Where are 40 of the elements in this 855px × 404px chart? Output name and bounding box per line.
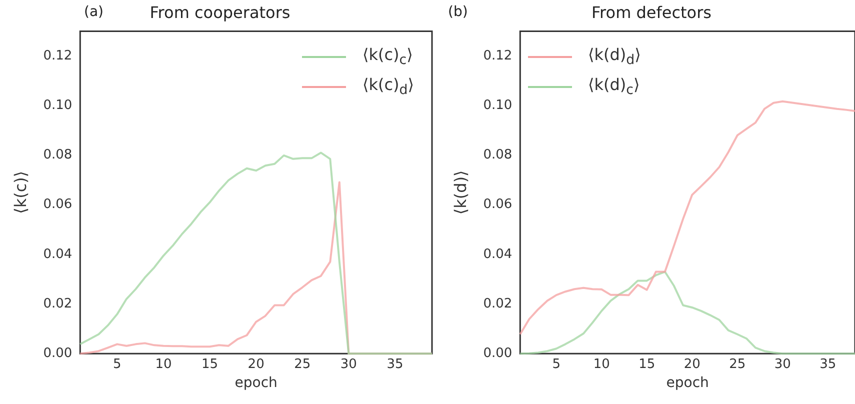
x-tick-label: 25 — [729, 356, 746, 372]
x-tick-label: 15 — [202, 356, 218, 372]
x-tick-label: 20 — [684, 356, 700, 372]
text: (a) — [84, 4, 104, 20]
y-tick-label: 0.04 — [483, 246, 512, 262]
x-tick-label: 20 — [248, 356, 264, 372]
x-tick-label: 15 — [638, 356, 656, 372]
legend-label: ⟨k(c)$_{c}$⟩ — [362, 45, 413, 69]
y-tick-label: 0.12 — [483, 48, 512, 64]
text: (b) — [448, 4, 468, 20]
y-tick-label: 0.00 — [43, 346, 72, 361]
y-axis-title: ⟨k(d)⟩ — [450, 170, 470, 215]
x-tick-label: 10 — [155, 356, 172, 372]
y-tick-label: 0.00 — [483, 346, 512, 361]
legend-label: ⟨k(d)$_{d}$⟩ — [588, 45, 641, 69]
x-tick-label: 35 — [820, 356, 836, 372]
x-tick-label: 5 — [113, 356, 122, 372]
x-tick-label: 10 — [593, 356, 610, 372]
x-tick-label: 35 — [386, 356, 404, 372]
x-tick-label: 25 — [294, 356, 311, 372]
y-tick-label: 0.10 — [43, 98, 72, 113]
x-tick-label: 30 — [774, 356, 791, 372]
chart-title: From defectors — [592, 2, 712, 22]
y-tick-label: 0.12 — [43, 48, 72, 64]
x-axis-title: epoch — [234, 375, 278, 392]
x-tick-label: 5 — [552, 356, 560, 372]
legend-label: ⟨k(d)$_{c}$⟩ — [588, 75, 640, 99]
y-tick-label: 0.02 — [483, 296, 512, 312]
y-tick-label: 0.08 — [43, 148, 72, 163]
legend-label: ⟨k(c)$_{d}$⟩ — [362, 75, 414, 99]
chart-title: From cooperators — [150, 2, 290, 22]
y-tick-label: 0.06 — [483, 197, 512, 212]
y-tick-label: 0.10 — [483, 98, 512, 113]
x-tick-label: 30 — [340, 356, 357, 372]
y-tick-label: 0.02 — [43, 296, 72, 312]
y-tick-label: 0.06 — [43, 197, 72, 212]
y-axis-title: ⟨k(c)⟩ — [10, 170, 30, 214]
y-tick-label: 0.08 — [483, 148, 512, 163]
y-tick-label: 0.04 — [43, 246, 72, 262]
x-axis-title: epoch — [666, 375, 709, 392]
